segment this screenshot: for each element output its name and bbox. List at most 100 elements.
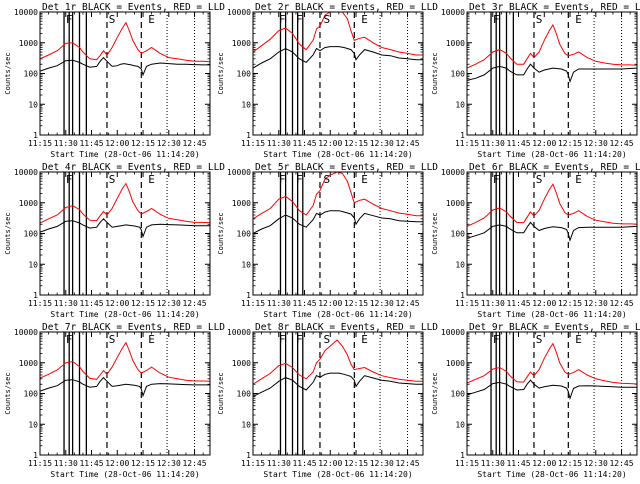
series-line-events [467, 221, 637, 243]
marker-label-f: F [296, 333, 303, 346]
y-tick-label: 1 [460, 131, 465, 140]
x-tick-label: 12:30 [157, 299, 181, 308]
x-tick-label: 11:45 [506, 299, 530, 308]
panel-title: Det 8r BLACK = Events, RED = LLD [255, 322, 438, 333]
series-line-lld [467, 23, 637, 69]
marker-label-f: F [66, 173, 73, 186]
x-tick-label: 11:45 [292, 299, 316, 308]
x-tick-label: 11:30 [481, 139, 505, 148]
marker-label-s: S [536, 333, 543, 346]
x-tick-label: 11:15 [455, 459, 479, 468]
y-tick-label: 1000 [446, 359, 465, 368]
y-tick-label: 100 [237, 70, 252, 79]
x-tick-label: 11:30 [267, 299, 291, 308]
y-tick-label: 10 [241, 100, 251, 109]
y-tick-label: 10000 [227, 328, 251, 337]
marker-label-f: F [493, 13, 500, 26]
marker-label-e: E [575, 173, 582, 186]
panel-title: Det 1r BLACK = Events, RED = LLD [42, 2, 225, 13]
x-tick-label: 11:45 [79, 139, 103, 148]
y-tick-label: 10 [455, 260, 465, 269]
marker-label-f: F [279, 13, 286, 26]
marker-label-f: F [493, 173, 500, 186]
panel-title: Det 2r BLACK = Events, RED = LLD [255, 2, 438, 13]
det-panel-6: Det 6r BLACK = Events, RED = LLD Counts/s… [431, 162, 640, 319]
x-axis-label: Start Time (28-Oct-06 11:14:20) [477, 470, 626, 479]
y-axis-label: Counts/sec [4, 372, 12, 414]
y-tick-label: 100 [24, 230, 39, 239]
y-tick-label: 100 [451, 230, 466, 239]
y-tick-label: 10 [28, 420, 38, 429]
x-tick-label: 11:45 [506, 139, 530, 148]
x-tick-label: 11:30 [54, 459, 78, 468]
x-axis-label: Start Time (28-Oct-06 11:14:20) [50, 470, 199, 479]
marker-label-e: E [575, 13, 582, 26]
marker-label-e: E [148, 173, 155, 186]
x-tick-label: 11:45 [292, 459, 316, 468]
y-axis-label: Counts/sec [4, 212, 12, 254]
series-line-lld [253, 339, 423, 385]
marker-label-f: F [296, 13, 303, 26]
x-tick-label: 12:00 [318, 299, 342, 308]
y-tick-label: 1 [460, 451, 465, 460]
series-line-events [253, 210, 423, 234]
y-tick-label: 1 [246, 451, 251, 460]
marker-label-f: F [493, 333, 500, 346]
series-line-events [253, 372, 423, 397]
series-line-events [467, 63, 637, 84]
det-panel-9: Det 9r BLACK = Events, RED = LLD Counts/s… [431, 322, 640, 479]
x-tick-label: 11:15 [241, 139, 265, 148]
y-tick-label: 10000 [441, 328, 465, 337]
marker-label-e: E [148, 333, 155, 346]
panel-title: Det 9r BLACK = Events, RED = LLD [469, 322, 640, 333]
series-line-lld [253, 172, 423, 220]
series-line-events [40, 376, 210, 398]
y-tick-label: 10 [455, 100, 465, 109]
x-tick-label: 11:45 [79, 459, 103, 468]
series-line-lld [40, 341, 210, 382]
marker-label-s: S [109, 13, 116, 26]
x-tick-label: 12:00 [532, 299, 556, 308]
plot-frame [39, 11, 211, 136]
x-tick-label: 12:00 [318, 459, 342, 468]
x-tick-label: 11:30 [54, 299, 78, 308]
y-tick-label: 10000 [14, 168, 38, 177]
y-axis-label: Counts/sec [431, 372, 439, 414]
marker-label-e: E [361, 333, 368, 346]
series-line-lld [40, 21, 210, 63]
x-tick-label: 11:30 [267, 139, 291, 148]
x-tick-label: 12:45 [609, 459, 633, 468]
x-tick-label: 11:30 [481, 299, 505, 308]
x-tick-label: 12:00 [105, 139, 129, 148]
y-axis-label: Counts/sec [217, 212, 225, 254]
x-tick-label: 12:00 [532, 139, 556, 148]
plot-frame [252, 11, 424, 136]
series-line-events [467, 379, 637, 401]
y-tick-label: 1000 [19, 39, 38, 48]
det-panel-4: Det 4r BLACK = Events, RED = LLD Counts/s… [4, 162, 225, 319]
marker-label-f: F [66, 333, 73, 346]
det-panel-8: Det 8r BLACK = Events, RED = LLD Counts/s… [217, 322, 438, 479]
x-tick-label: 12:15 [131, 299, 155, 308]
series-line-lld [253, 12, 423, 56]
x-tick-label: 11:15 [455, 139, 479, 148]
x-tick-label: 12:30 [370, 459, 394, 468]
y-tick-label: 1000 [232, 199, 251, 208]
y-tick-label: 10000 [14, 8, 38, 17]
panel-title: Det 7r BLACK = Events, RED = LLD [42, 322, 225, 333]
x-tick-label: 12:30 [584, 139, 608, 148]
y-axis-label: Counts/sec [431, 52, 439, 94]
x-tick-label: 12:30 [157, 139, 181, 148]
y-tick-label: 10000 [441, 168, 465, 177]
y-tick-label: 100 [237, 230, 252, 239]
series-line-events [40, 218, 210, 239]
x-tick-label: 11:45 [506, 459, 530, 468]
x-tick-label: 12:45 [182, 139, 206, 148]
x-tick-label: 11:15 [455, 299, 479, 308]
marker-label-f: F [296, 173, 303, 186]
plot-frame [252, 171, 424, 296]
x-tick-label: 12:00 [532, 459, 556, 468]
